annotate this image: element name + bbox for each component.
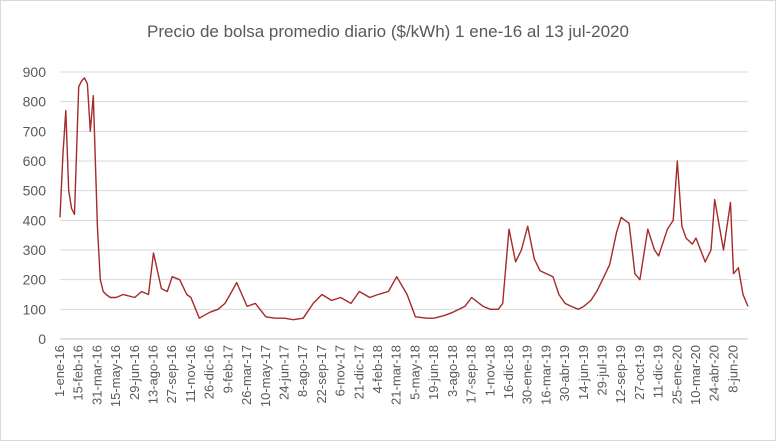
- x-tick-label: 12-sep-19: [613, 345, 628, 404]
- x-tick-label: 10-may-17: [258, 345, 273, 407]
- gridlines: [60, 71, 748, 310]
- x-tick-label: 24-jun-17: [276, 345, 291, 400]
- y-tick-label: 100: [23, 301, 47, 317]
- x-tick-label: 6-nov-17: [333, 345, 348, 396]
- x-tick-label: 1-ene-16: [52, 345, 67, 397]
- x-tick-label: 27-sep-16: [164, 345, 179, 404]
- x-tick-label: 25-ene-20: [669, 345, 684, 404]
- series-line: [59, 77, 749, 321]
- series-layer: [59, 77, 749, 321]
- chart-title: Precio de bolsa promedio diario ($/kWh) …: [147, 22, 629, 41]
- x-tick-label: 24-abr-20: [707, 345, 722, 401]
- x-tick-label: 30-abr-19: [557, 345, 572, 401]
- x-tick-label: 1-nov-18: [482, 345, 497, 396]
- x-tick-label: 15-may-16: [108, 345, 123, 407]
- x-tick-label: 11-dic-19: [651, 345, 666, 398]
- x-tick-label: 17-sep-18: [464, 345, 479, 404]
- y-tick-label: 600: [23, 153, 47, 169]
- x-axis-tick-labels: 1-ene-16 15-feb-16 31-mar-16 15-may-16 29-ju…: [52, 345, 740, 407]
- y-tick-label: 700: [23, 123, 47, 139]
- x-tick-label: 29-jun-16: [127, 345, 142, 400]
- x-tick-label: 27-oct-19: [632, 345, 647, 400]
- x-tick-label: 3-ago-18: [445, 345, 460, 397]
- x-tick-label: 15-feb-16: [71, 345, 86, 401]
- x-tick-label: 16-mar-19: [538, 345, 553, 405]
- y-axis-tick-labels: 0 100 200 300 400 500 600 700 800 900: [23, 64, 47, 347]
- x-tick-label: 16-dic-18: [501, 345, 516, 399]
- x-tick-label: 31-mar-16: [89, 345, 104, 405]
- x-tick-label: 10-mar-20: [688, 345, 703, 405]
- x-tick-label: 8-jun-20: [725, 345, 740, 393]
- y-tick-label: 400: [23, 212, 47, 228]
- x-tick-label: 22-sep-17: [314, 345, 329, 404]
- x-tick-label: 26-mar-17: [239, 345, 254, 405]
- x-tick-label: 5-may-18: [407, 345, 422, 400]
- y-tick-label: 900: [23, 64, 47, 80]
- x-tick-label: 9-feb-17: [220, 345, 235, 393]
- y-tick-label: 300: [23, 242, 47, 258]
- x-tick-label: 26-dic-16: [202, 345, 217, 399]
- y-tick-label: 800: [23, 94, 47, 110]
- x-tick-label: 30-ene-19: [520, 345, 535, 404]
- x-tick-label: 19-jun-18: [426, 345, 441, 400]
- x-tick-label: 14-jun-19: [576, 345, 591, 400]
- x-tick-label: 13-ago-16: [146, 345, 161, 404]
- y-tick-label: 500: [23, 183, 47, 199]
- y-tick-label: 0: [38, 331, 46, 347]
- y-tick-label: 200: [23, 272, 47, 288]
- x-tick-label: 29-jul-19: [595, 345, 610, 396]
- x-tick-label: 4-feb-18: [370, 345, 385, 393]
- x-tick-label: 11-nov-16: [183, 345, 198, 403]
- x-tick-label: 8-ago-17: [295, 345, 310, 397]
- x-tick-label: 21-dic-17: [351, 345, 366, 399]
- x-tick-label: 21-mar-18: [389, 345, 404, 405]
